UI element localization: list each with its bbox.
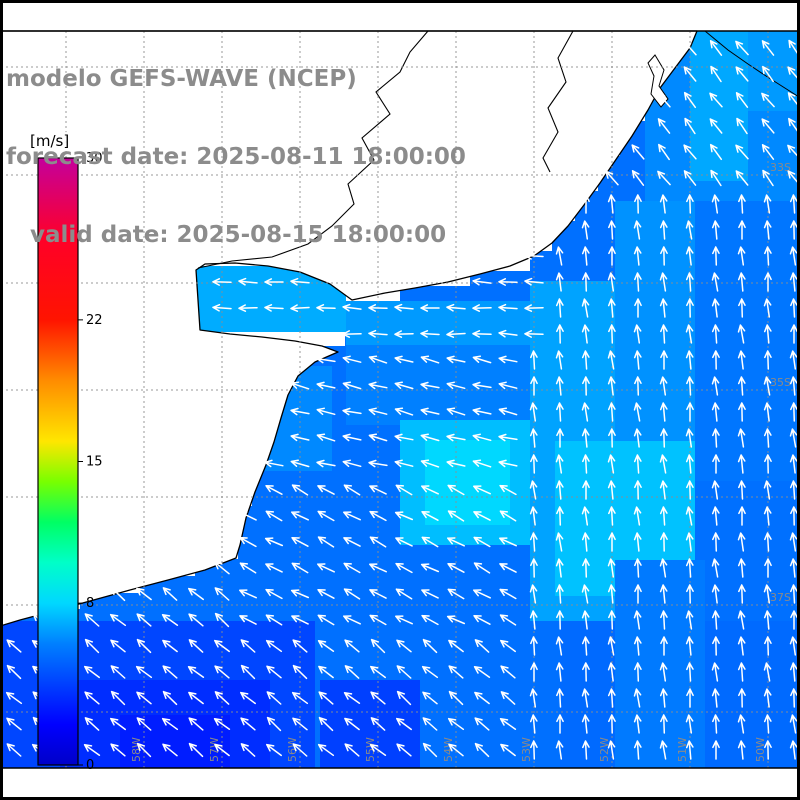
colorbar-tick-label: 8 [86, 596, 94, 611]
colorbar-tick-label: 30 [86, 151, 103, 166]
coast-detail-line [704, 30, 800, 98]
ocean-cell [195, 559, 800, 576]
lon-label: 52W [598, 737, 611, 762]
river-line [197, 30, 429, 269]
colorbar-unit-label: [m/s] [28, 132, 72, 150]
lon-label: 58W [130, 737, 143, 762]
lon-label: 56W [286, 737, 299, 762]
wind-arrow-glyphs [5, 39, 800, 760]
land-coastline [0, 30, 698, 627]
valid-date: valid date: 2025-08-15 18:00:00 [6, 222, 447, 248]
ocean-cell [425, 440, 510, 525]
ocean-cell [695, 201, 800, 481]
colorbar-gradient [37, 157, 79, 766]
ocean-cell [120, 715, 230, 768]
ocean-cell [615, 201, 695, 441]
lon-label: 50W [754, 737, 767, 762]
lon-label: 53W [520, 737, 533, 762]
model-title: modelo GEFS-WAVE (NCEP) [6, 66, 357, 92]
lat-label: 33S [770, 161, 791, 174]
lon-label: 57W [208, 737, 221, 762]
header: modelo GEFS-WAVE (NCEP) forecast date: 2… [6, 14, 466, 300]
colorbar-tick-label: 15 [86, 455, 103, 470]
colorbar: 30 22 15 8 0 [37, 151, 103, 773]
lat-label: 35S [770, 376, 791, 389]
axis-labels: 59W58W57W56W55W54W53W52W51W50W33S35S37S [52, 161, 791, 762]
forecast-date: forecast date: 2025-08-11 18:00:00 [6, 144, 466, 170]
lon-label: 55W [364, 737, 377, 762]
lon-label: 51W [676, 737, 689, 762]
river-line [542, 30, 574, 173]
coastal-lagoon [647, 54, 669, 108]
lat-label: 37S [770, 591, 791, 604]
wind-arrows [5, 39, 800, 760]
land-layer [0, 30, 800, 627]
ocean-cell [690, 31, 748, 181]
lon-label: 54W [442, 737, 455, 762]
colorbar-tick-label: 22 [86, 313, 103, 328]
colorbar-tick-label: 0 [86, 758, 94, 773]
